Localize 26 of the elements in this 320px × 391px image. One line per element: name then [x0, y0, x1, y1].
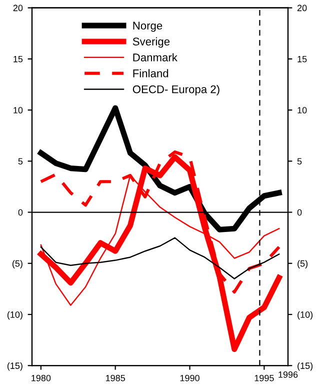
legend-label: Sverige: [132, 37, 170, 48]
y-tick-label: 20: [13, 4, 23, 12]
y-tick-label: 0: [18, 209, 23, 216]
x-tick-label: 1990: [180, 374, 200, 382]
legend-label: Norge: [133, 22, 162, 32]
y2-tick-label: 5: [297, 158, 302, 165]
y-tick-label: (10): [7, 311, 22, 320]
x-tick-label: 1995: [254, 374, 274, 382]
y2-tick-label: (15): [298, 362, 313, 371]
y2-tick-label: 0: [297, 209, 302, 216]
legend-label: Finland: [133, 69, 168, 78]
y2-tick-label: 10: [298, 107, 307, 114]
x-tick-label: 1985: [106, 374, 126, 382]
x-tick-label: 1980: [32, 374, 51, 382]
y2-tick-label: 15: [298, 56, 307, 62]
legend-label: OECD- Europa 2): [132, 85, 220, 96]
y2-tick-label: (5): [298, 260, 308, 269]
y-tick-label: (5): [12, 260, 22, 269]
legend-label: Danmark: [133, 53, 178, 62]
y2-tick-label: 20: [297, 4, 307, 12]
y-tick-label: 10: [14, 107, 23, 114]
text: 1996: [278, 371, 298, 378]
y-tick-label: 15: [14, 56, 23, 62]
y2-tick-label: (10): [298, 311, 313, 320]
y-tick-label: (15): [7, 362, 22, 371]
y-tick-label: 5: [18, 158, 23, 165]
